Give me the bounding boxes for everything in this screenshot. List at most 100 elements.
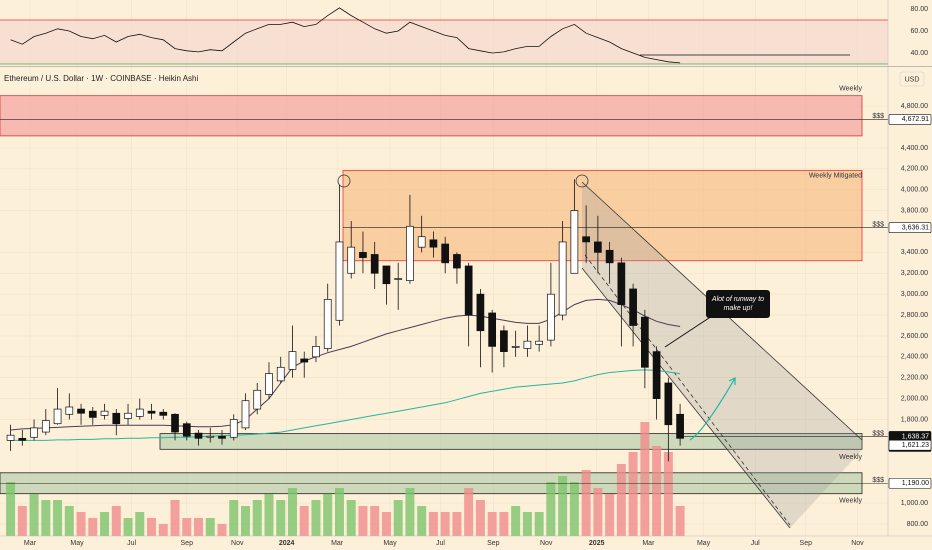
- callout-text: Alot of runway to make up!: [711, 296, 765, 312]
- candle-body: [30, 427, 38, 438]
- volume-bar: [264, 494, 274, 536]
- candle-body: [18, 437, 27, 441]
- volume-bar: [334, 488, 344, 536]
- volume-bar: [229, 500, 239, 536]
- volume-bar: [100, 512, 110, 536]
- candle-body: [453, 254, 461, 269]
- y-tick-label: 1,000.00: [901, 500, 928, 507]
- x-tick-label: Nov: [851, 540, 864, 547]
- x-tick-label: 2025: [589, 540, 605, 547]
- volume-bar: [605, 494, 615, 536]
- volume-bar: [205, 518, 215, 536]
- candle-body: [570, 210, 579, 274]
- moving-average: [10, 298, 681, 431]
- candle-body: [359, 252, 367, 258]
- volume-bar: [522, 512, 532, 536]
- level-label: 4,672.91: [902, 116, 929, 123]
- volume-bar: [511, 506, 521, 536]
- candle-body: [323, 299, 332, 349]
- volume-bar: [534, 512, 544, 536]
- volume-bar: [640, 422, 650, 536]
- volume-bar: [217, 524, 227, 536]
- volume-bar: [147, 518, 157, 536]
- candle-body: [112, 412, 121, 425]
- volume-bar: [41, 500, 51, 536]
- volume-bar: [499, 512, 509, 536]
- level-box: [888, 222, 932, 233]
- level-tag: $$$: [872, 222, 884, 229]
- volume-bar: [88, 518, 98, 536]
- candle-body: [629, 288, 637, 326]
- candle-body: [335, 241, 344, 321]
- candle-body: [53, 408, 62, 425]
- level-box: [888, 439, 932, 451]
- callout-pointer: [664, 315, 713, 348]
- level-label: 3,636.31: [902, 225, 929, 232]
- y-tick-label: 4,800.00: [901, 103, 928, 110]
- volume-bar: [628, 452, 638, 536]
- volume-bar: [194, 518, 204, 536]
- drawings: [581, 181, 863, 529]
- zone: [342, 169, 863, 262]
- volume-bar: [546, 482, 556, 536]
- level-label: 1,638.37: [902, 433, 929, 440]
- candle-body: [41, 420, 50, 433]
- volume-bar: [111, 506, 121, 536]
- x-tick-label: Nov: [231, 540, 244, 547]
- candle-body: [594, 241, 602, 253]
- candle-body: [65, 406, 74, 415]
- volume-bar: [558, 476, 568, 536]
- candle-body: [77, 408, 85, 414]
- callout-box: [706, 290, 770, 318]
- y-tick-label: 2,600.00: [901, 333, 928, 340]
- currency-label: USD: [905, 76, 920, 83]
- volume-bar: [569, 482, 579, 536]
- level-tag: $$$: [872, 113, 884, 120]
- candle-body: [288, 351, 297, 370]
- candle-body: [194, 432, 203, 439]
- candle-body: [500, 330, 508, 352]
- chart-title: Ethereum / U.S. Dollar · 1W · COINBASE ·…: [4, 74, 198, 83]
- volume-bar: [616, 464, 626, 536]
- volume-bar: [6, 482, 16, 536]
- volume-bar: [370, 506, 380, 536]
- channel-lower: [581, 267, 791, 529]
- candle-body: [300, 358, 309, 363]
- volume-bar: [123, 518, 133, 536]
- candle-body: [265, 373, 273, 395]
- candle-body: [218, 435, 226, 439]
- rsi-band: [0, 20, 888, 65]
- y-tick-label: 2,800.00: [901, 312, 928, 319]
- volume-bar: [428, 512, 438, 536]
- rsi-tick-label: 80.00: [910, 6, 928, 13]
- y-tick-label: 3,200.00: [901, 270, 928, 277]
- level-box: [888, 477, 932, 489]
- volume-bar: [452, 512, 462, 536]
- volume-bar: [170, 500, 180, 536]
- volume-bar: [464, 488, 474, 536]
- x-tick-label: Nov: [540, 540, 553, 547]
- arrow-head: [728, 377, 736, 385]
- level-tag: $$$: [872, 430, 884, 437]
- y-tick-label: 4,400.00: [901, 145, 928, 152]
- candle-body: [488, 312, 497, 347]
- volume-bar: [17, 506, 27, 536]
- candle-body: [394, 278, 403, 280]
- candle-body: [617, 262, 626, 305]
- level-label: 1,190.00: [902, 480, 929, 487]
- overlay: Alot of runway to make up! Ethereum / U.…: [4, 74, 770, 441]
- front-layer: Weekly Weekly Mitigated Weekly Weekly: [0, 7, 888, 505]
- volume-bar: [652, 446, 662, 536]
- zone: [159, 433, 863, 450]
- candle-body: [347, 246, 356, 274]
- peak-marker: [337, 174, 351, 188]
- volume-bar: [346, 500, 356, 536]
- volume-bar: [29, 494, 39, 536]
- candle-body: [523, 340, 532, 349]
- y-tick-label: 2,000.00: [901, 395, 928, 402]
- candle-body: [406, 225, 414, 281]
- volume-bar: [158, 524, 168, 536]
- y-tick-label: 3,000.00: [901, 291, 928, 298]
- x-tick-label: Sep: [800, 540, 813, 547]
- level-box: [888, 114, 932, 125]
